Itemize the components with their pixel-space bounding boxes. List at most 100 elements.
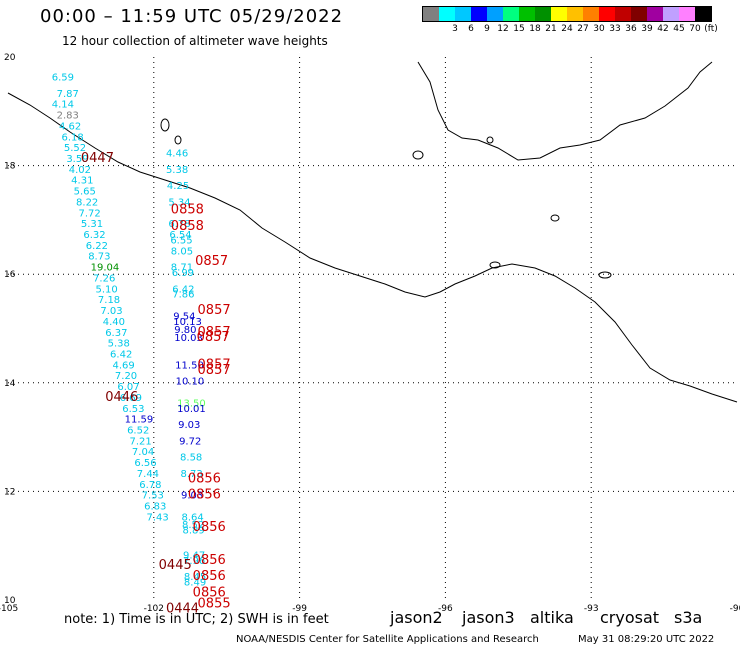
wave-height-label: 19.04	[91, 263, 120, 274]
wave-height-label: 6.22	[86, 241, 108, 252]
generated-timestamp: May 31 08:29:20 UTC 2022	[578, 634, 715, 645]
wave-height-label: 8.49	[184, 578, 206, 589]
lon-tick-label: -90	[730, 604, 740, 614]
wave-height-label: 6.78	[168, 219, 190, 230]
wave-height-label: 4.40	[103, 317, 125, 328]
wave-height-label: 6.69	[120, 393, 142, 404]
wave-height-label: 7.72	[78, 208, 100, 219]
legend-swatch	[679, 7, 695, 21]
wave-height-label: 6.99	[172, 268, 194, 279]
wave-height-label: 5.65	[74, 187, 96, 198]
page-title: 00:00 – 11:59 UTC 05/29/2022	[40, 6, 344, 27]
legend-label: 24	[561, 24, 573, 34]
wave-height-label: 10.10	[176, 377, 205, 388]
island-outline	[174, 135, 182, 145]
wave-height-label: 7.03	[100, 306, 122, 317]
lon-tick-label: -93	[584, 604, 599, 614]
legend-swatch	[551, 7, 567, 21]
island-outline	[412, 150, 424, 160]
legend-label: 45	[673, 24, 685, 34]
wave-height-label: 5.31	[81, 219, 103, 230]
wave-height-label: 7.86	[172, 290, 194, 301]
island-outline	[160, 118, 170, 132]
pass-time-label: 0858	[171, 219, 204, 234]
legend-swatch	[503, 7, 519, 21]
lat-tick-label: 12	[4, 487, 15, 497]
wave-height-label: 6.54	[169, 230, 191, 241]
legend-swatch	[631, 7, 647, 21]
pass-time-label: 0856	[193, 569, 226, 584]
wave-height-label: 7.21	[130, 436, 152, 447]
pass-time-label: 0446	[105, 390, 138, 405]
lat-tick-label: 16	[4, 270, 16, 280]
wave-height-label: 7.96	[183, 556, 205, 567]
page-subtitle: 12 hour collection of altimeter wave hei…	[62, 34, 328, 48]
sat-jason3-label: jason3	[462, 608, 515, 627]
legend-label: 12	[497, 24, 509, 34]
color-legend: 3 6 9 12 15 18 21 24 27 30 33 36 39 42 45 70 (ft)	[422, 6, 718, 34]
legend-swatch	[439, 7, 455, 21]
pass-time-label: 0856	[193, 585, 226, 600]
wave-height-label: 4.62	[59, 121, 81, 132]
wave-height-label: 6.07	[117, 382, 139, 393]
wave-height-label: 13.50	[177, 398, 206, 409]
wave-height-label: 7.87	[57, 89, 79, 100]
legend-swatch	[567, 7, 583, 21]
wave-height-label: 8.58	[180, 453, 202, 464]
island-outline	[598, 271, 612, 279]
legend-swatch	[647, 7, 663, 21]
legend-label: 33	[609, 24, 621, 34]
wave-height-label: 6.42	[172, 284, 194, 295]
wave-height-label: 6.83	[144, 502, 166, 513]
wave-height-label: 6.52	[127, 425, 149, 436]
pass-time-label: 0856	[188, 488, 221, 503]
wave-height-label: 7.43	[147, 512, 169, 523]
wave-height-label: 7.53	[142, 491, 164, 502]
wave-height-label: 5.10	[95, 284, 117, 295]
wave-height-label: 9.54	[173, 311, 195, 322]
island-outline	[486, 136, 494, 144]
footer-note: note: 1) Time is in UTC; 2) SWH is in fe…	[64, 612, 329, 627]
legend-label: (ft)	[704, 24, 718, 34]
legend-label: 6	[468, 24, 474, 34]
legend-label: 21	[545, 24, 557, 34]
pass-time-label: 0858	[171, 203, 204, 218]
wave-height-label: 11.59	[125, 415, 154, 426]
wave-height-label: 8.22	[76, 197, 98, 208]
legend-label: 42	[657, 24, 669, 34]
wave-height-label: 7.20	[115, 371, 137, 382]
legend-label: 36	[625, 24, 637, 34]
wave-height-label: 2.83	[57, 111, 79, 122]
legend-swatch	[519, 7, 535, 21]
sat-jason2-label: jason2	[390, 608, 443, 627]
legend-label: 70	[689, 24, 701, 34]
wave-height-label: 10.13	[173, 317, 202, 328]
wave-height-label: 7.44	[137, 469, 159, 480]
credit-text: NOAA/NESDIS Center for Satellite Applica…	[236, 634, 539, 645]
island-outline	[550, 214, 560, 222]
wave-height-label: 9.03	[178, 420, 200, 431]
pass-time-label: 0856	[193, 553, 226, 568]
legend-swatch	[695, 7, 711, 21]
coastline	[7, 92, 738, 403]
lon-tick-label: -96	[438, 604, 453, 614]
sat-altika-label: altika	[530, 608, 574, 627]
wave-height-label: 6.32	[83, 230, 105, 241]
legend-swatch	[663, 7, 679, 21]
legend-label: 18	[529, 24, 541, 34]
wave-height-label: 7.26	[93, 273, 115, 284]
legend-swatch	[455, 7, 471, 21]
legend-swatch	[487, 7, 503, 21]
wave-height-label: 6.59	[52, 73, 74, 84]
lat-tick-label: 14	[4, 379, 16, 389]
wave-height-label: 6.37	[105, 328, 127, 339]
sat-cryosat-label: cryosat	[600, 608, 660, 627]
legend-labels: 3 6 9 12 15 18 21 24 27 30 33 36 39 42 45 70 (ft)	[422, 22, 718, 34]
pass-time-label: 0856	[193, 520, 226, 535]
wave-height-label: 6.78	[139, 480, 161, 491]
wave-height-label: 10.01	[177, 404, 206, 415]
wave-height-label: 11.50	[175, 360, 204, 371]
wave-height-label: 4.31	[71, 176, 93, 187]
pass-time-label: 0856	[188, 471, 221, 486]
